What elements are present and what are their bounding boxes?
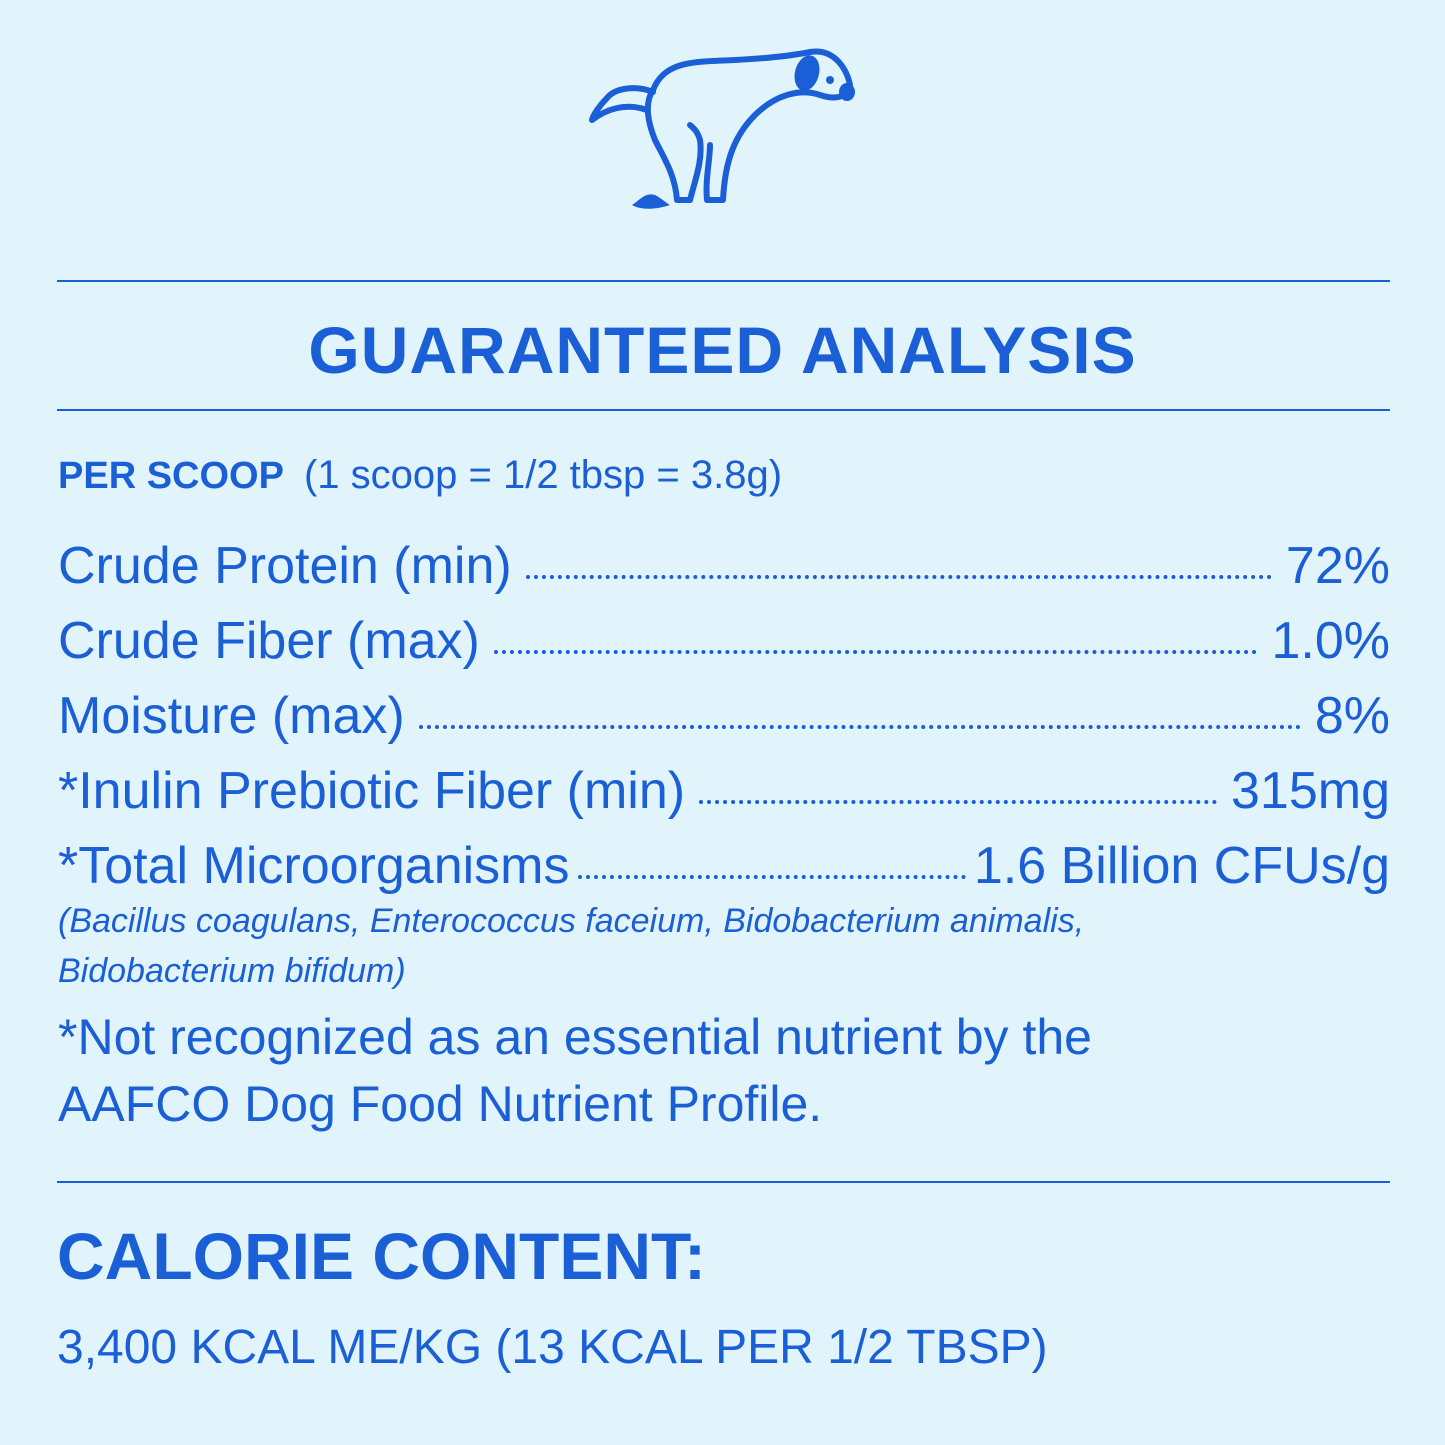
footnote-line: *Not recognized as an essential nutrient… [58, 1009, 1092, 1065]
nutrient-name: *Inulin Prebiotic Fiber (min) [58, 762, 686, 820]
title-divider [57, 409, 1390, 411]
analysis-row: Crude Protein (min) 72% [58, 536, 1390, 596]
dot-leader [525, 575, 1272, 579]
dot-leader [493, 650, 1258, 654]
nutrient-value: 315mg [1231, 762, 1390, 820]
serving-info: PER SCOOP (1 scoop = 1/2 tbsp = 3.8g) [58, 453, 782, 498]
nutrient-name: *Total Microorganisms [58, 837, 570, 895]
dot-leader [418, 725, 1301, 729]
analysis-row: *Total Microorganisms 1.6 Billion CFUs/g [58, 836, 1390, 896]
nutrient-value: 1.6 Billion CFUs/g [973, 837, 1390, 895]
dot-leader [577, 875, 966, 879]
calorie-divider [57, 1181, 1390, 1183]
calorie-heading: CALORIE CONTENT: [57, 1219, 706, 1293]
dog-pooping-icon [589, 48, 855, 209]
footnote-line: AAFCO Dog Food Nutrient Profile. [58, 1076, 823, 1132]
analysis-row: Moisture (max) 8% [58, 686, 1390, 746]
analysis-row: Crude Fiber (max) 1.0% [58, 611, 1390, 671]
nutrient-name: Crude Protein (min) [58, 537, 512, 595]
nutrient-value: 72% [1285, 537, 1390, 595]
calorie-value: 3,400 KCAL ME/KG (13 KCAL PER 1/2 TBSP) [57, 1321, 1048, 1374]
species-line: Bidobacterium bifidum) [58, 952, 406, 990]
page-title: GUARANTEED ANALYSIS [308, 313, 1137, 387]
dot-leader [699, 800, 1217, 804]
top-divider [57, 280, 1390, 282]
species-line: (Bacillus coagulans, Enterococcus faceiu… [58, 902, 1085, 940]
serving-detail: (1 scoop = 1/2 tbsp = 3.8g) [303, 453, 783, 497]
nutrient-name: Moisture (max) [58, 687, 405, 745]
serving-label: PER SCOOP [58, 455, 284, 497]
nutrient-value: 8% [1314, 687, 1390, 745]
nutrient-name: Crude Fiber (max) [58, 612, 480, 670]
analysis-row: *Inulin Prebiotic Fiber (min) 315mg [58, 761, 1390, 821]
nutrient-value: 1.0% [1271, 612, 1390, 670]
